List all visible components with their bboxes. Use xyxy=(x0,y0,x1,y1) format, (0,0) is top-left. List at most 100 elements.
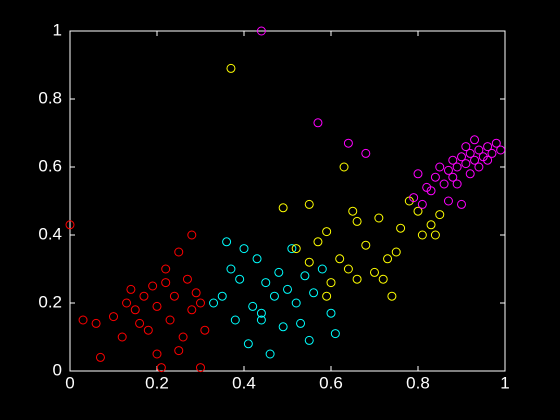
point xyxy=(378,274,388,284)
y-tick-label: 0 xyxy=(53,360,62,379)
point xyxy=(339,162,349,172)
point xyxy=(465,148,475,158)
point xyxy=(182,274,192,284)
point xyxy=(409,193,419,203)
point xyxy=(278,322,288,332)
point xyxy=(383,254,393,264)
y-tick-label: 0.8 xyxy=(38,88,62,107)
point xyxy=(439,179,449,189)
point xyxy=(65,220,75,230)
point xyxy=(196,298,205,308)
plot-frame xyxy=(69,30,506,372)
x-tick-label: 0.8 xyxy=(406,373,430,392)
point xyxy=(448,155,458,165)
point xyxy=(274,267,284,277)
point xyxy=(135,318,145,328)
point xyxy=(343,138,353,148)
point xyxy=(322,291,332,301)
point xyxy=(269,291,279,301)
point xyxy=(252,254,262,264)
point xyxy=(300,271,310,281)
point xyxy=(396,223,406,233)
point xyxy=(178,332,188,342)
point xyxy=(343,264,353,274)
point xyxy=(435,162,445,172)
point xyxy=(413,206,423,216)
point xyxy=(465,169,475,179)
point xyxy=(235,274,245,284)
point xyxy=(461,142,471,152)
point xyxy=(226,63,236,73)
point xyxy=(78,315,88,325)
point xyxy=(304,199,314,209)
point xyxy=(430,230,440,240)
point xyxy=(426,186,436,196)
point xyxy=(91,318,101,328)
point xyxy=(322,227,332,237)
point xyxy=(452,162,462,172)
point xyxy=(491,138,501,148)
point xyxy=(443,165,453,175)
point xyxy=(248,301,258,311)
point xyxy=(474,145,484,155)
point xyxy=(474,162,484,172)
point xyxy=(152,349,162,359)
point xyxy=(461,159,471,169)
point xyxy=(256,315,266,325)
point xyxy=(187,230,197,240)
x-tick-label: 0.4 xyxy=(232,373,256,392)
point xyxy=(457,199,466,209)
point xyxy=(296,318,306,328)
point xyxy=(200,325,210,335)
point xyxy=(496,145,506,155)
point xyxy=(291,298,301,308)
point xyxy=(256,308,266,318)
point xyxy=(335,254,345,264)
point xyxy=(326,308,336,318)
point xyxy=(261,278,271,288)
x-tick-label: 0.6 xyxy=(319,373,343,392)
point xyxy=(470,135,480,145)
point xyxy=(174,247,184,257)
point xyxy=(348,206,358,216)
point xyxy=(352,216,362,226)
point xyxy=(187,305,197,315)
point xyxy=(470,155,480,165)
point xyxy=(413,169,423,179)
point xyxy=(222,237,232,247)
point xyxy=(174,346,184,356)
point xyxy=(148,281,158,291)
point xyxy=(226,264,236,274)
point xyxy=(483,155,493,165)
y-tick-label: 0.6 xyxy=(38,156,62,175)
point xyxy=(452,179,462,189)
point xyxy=(169,291,179,301)
point xyxy=(209,298,219,308)
point xyxy=(370,267,379,277)
point xyxy=(326,278,336,288)
point xyxy=(109,312,118,322)
point xyxy=(448,172,458,182)
point xyxy=(457,152,466,162)
point xyxy=(152,301,162,311)
y-tick-label: 1 xyxy=(53,20,62,39)
point xyxy=(317,264,327,274)
y-tick-label: 0.4 xyxy=(38,224,62,243)
point xyxy=(191,288,201,298)
point xyxy=(361,240,371,250)
point xyxy=(313,237,323,247)
point xyxy=(239,244,249,254)
point xyxy=(387,291,397,301)
point xyxy=(139,291,149,301)
point xyxy=(283,284,292,294)
point xyxy=(430,172,440,182)
x-tick-label: 0.2 xyxy=(145,373,169,392)
point xyxy=(417,230,427,240)
x-tick-label: 1 xyxy=(500,373,509,392)
point xyxy=(117,332,127,342)
point xyxy=(122,298,132,308)
point xyxy=(304,257,314,267)
point xyxy=(95,352,105,362)
